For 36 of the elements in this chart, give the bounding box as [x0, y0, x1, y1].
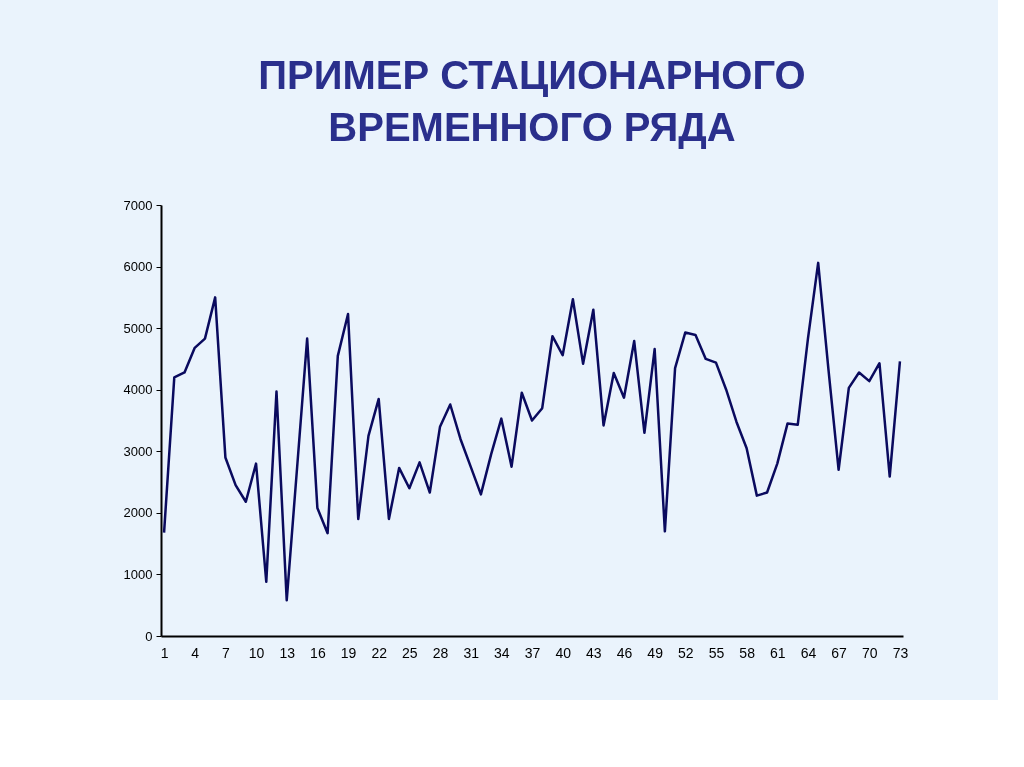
x-tick-label: 19 [340, 644, 357, 661]
text: ВРЕМЕННОГО РЯДА [328, 105, 736, 149]
y-tick-label: 1000 [123, 566, 153, 582]
x-tick-label: 7 [221, 644, 230, 661]
x-tick-label: 46 [616, 644, 633, 661]
x-tick-label: 31 [463, 644, 480, 661]
x-tick-label: 37 [524, 644, 541, 661]
x-tick-label: 52 [678, 644, 694, 661]
text: ПРИМЕР СТАЦИОНАРНОГО [258, 53, 806, 97]
x-tick-label: 25 [402, 644, 418, 661]
x-tick-label: 34 [494, 644, 510, 661]
y-tick-label: 7000 [123, 197, 153, 213]
y-tick-label: 4000 [123, 382, 153, 398]
line-series [162, 261, 902, 602]
y-tick-label: 0 [145, 628, 153, 644]
x-tick-label: 49 [647, 644, 664, 661]
y-tick-label: 3000 [123, 443, 153, 459]
x-tick-label: 55 [708, 644, 725, 661]
x-tick-label: 28 [432, 644, 449, 661]
x-tick-label: 67 [831, 644, 848, 661]
x-tick-label: 16 [310, 644, 326, 661]
x-tick-label: 70 [861, 644, 878, 661]
x-tick-label: 64 [800, 644, 817, 661]
x-tick-label: 1 [160, 644, 169, 661]
x-tick-label: 61 [770, 644, 786, 661]
x-tick-label: 22 [371, 644, 388, 661]
x-tick-label: 10 [248, 644, 265, 661]
x-tick-label: 13 [279, 644, 296, 661]
x-tick-label: 43 [586, 644, 602, 661]
x-tick-label: 73 [892, 644, 909, 661]
x-tick-label: 58 [739, 644, 756, 661]
x-tick-label: 4 [191, 644, 200, 661]
y-tick-label: 6000 [123, 259, 153, 275]
y-tick-label: 5000 [123, 320, 153, 336]
x-tick-label: 40 [555, 644, 572, 661]
y-tick-label: 2000 [123, 505, 153, 521]
